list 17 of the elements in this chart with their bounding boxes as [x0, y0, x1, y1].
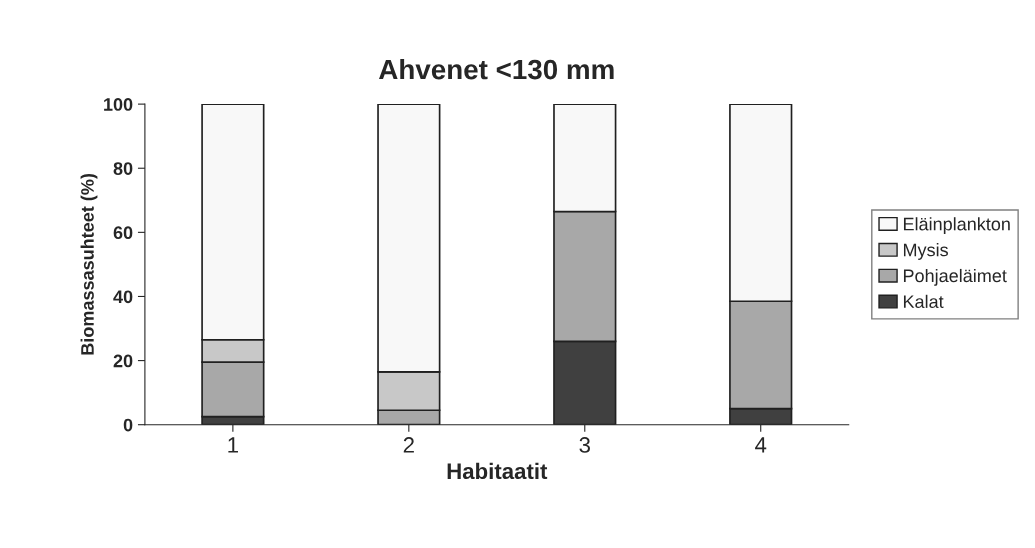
x-tick-label: 4 [755, 437, 767, 453]
x-tick-label: 2 [403, 437, 414, 453]
legend-label: Mysis [903, 243, 948, 260]
y-axis-title: Biomassasuhteet (%) [80, 174, 98, 355]
x-tick-label: 3 [579, 437, 590, 453]
y-tick-label: 80 [113, 162, 133, 175]
y-tick-label: 0 [123, 418, 133, 432]
chart-title: Ahvenet <130 mm [379, 58, 614, 80]
x-axis-title: Habitaatit [447, 462, 548, 480]
y-tick-label: 20 [113, 354, 133, 368]
x-tick-label: 1 [228, 437, 238, 453]
y-tick-label: 100 [104, 98, 133, 111]
legend-label: Kalat [903, 294, 944, 309]
y-tick-label: 60 [113, 226, 133, 240]
legend-label: Eläinplankton [903, 217, 1010, 235]
y-tick-label: 40 [113, 290, 133, 304]
legend-label: Pohjaeläimet [903, 268, 1007, 286]
